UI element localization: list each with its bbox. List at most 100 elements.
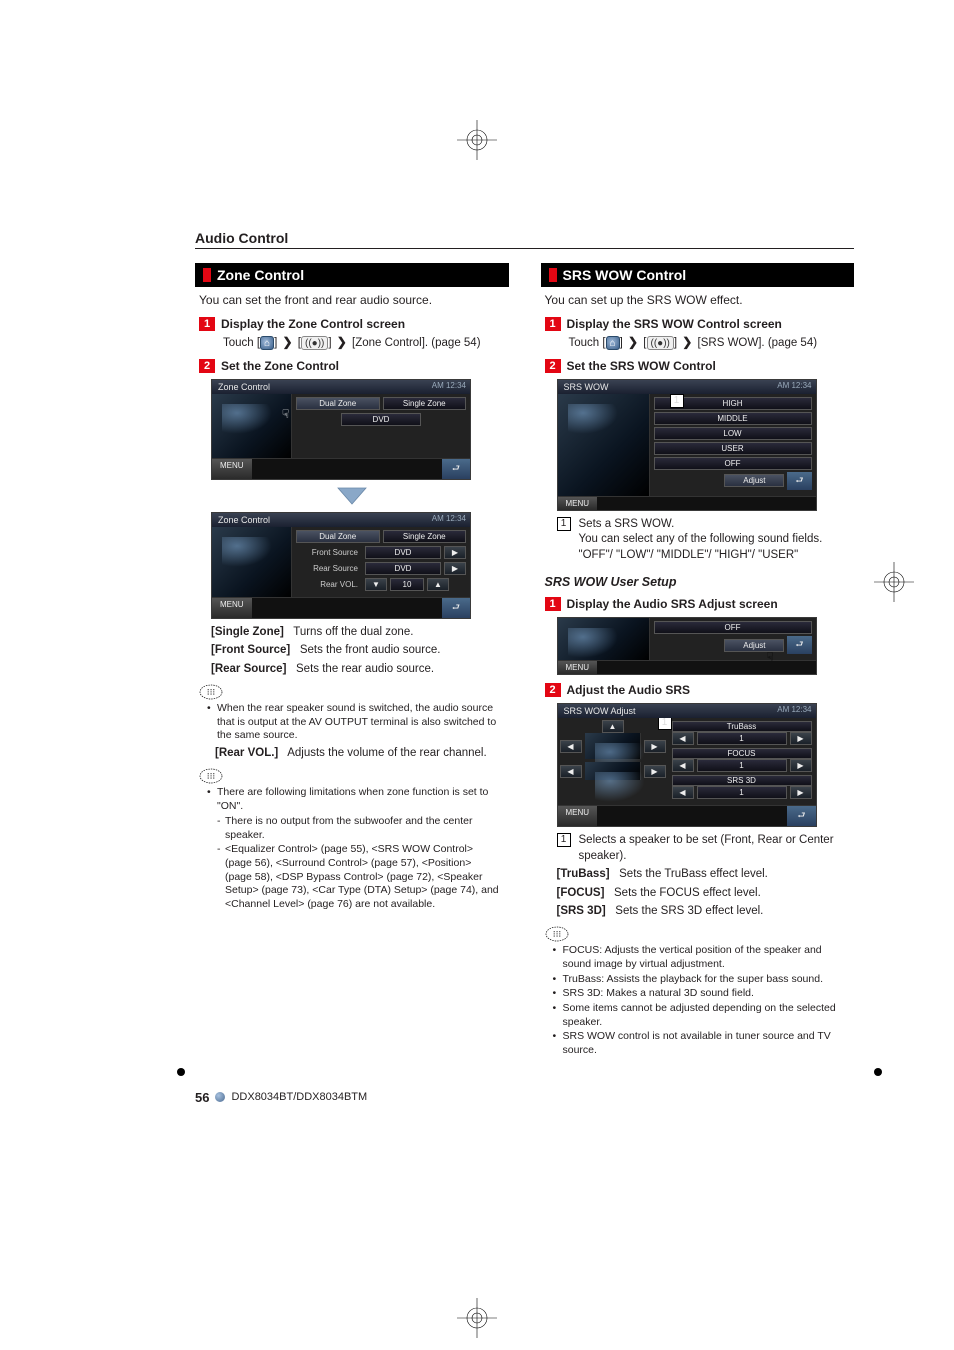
dual-zone-button[interactable]: Dual Zone	[296, 530, 380, 543]
callout-ref-1: 1	[557, 517, 571, 531]
page: Audio Control Zone Control You can set t…	[0, 0, 954, 1165]
back-button[interactable]: ⮐	[787, 472, 811, 490]
zone-step-1-title: Display the Zone Control screen	[221, 317, 405, 331]
note-item: TruBass: Assists the playback for the su…	[553, 973, 851, 987]
srs-opt-off[interactable]: OFF	[654, 621, 812, 634]
step-number-2: 2	[199, 359, 215, 373]
note-list-2: There are following limitations when zon…	[207, 786, 505, 912]
registration-mark-bottom	[457, 1298, 497, 1338]
opt-single-zone: [Single Zone] Turns off the dual zone.	[211, 625, 505, 641]
chevron-right-icon: ❯	[680, 335, 694, 351]
menu-button[interactable]: MENU	[558, 497, 598, 510]
menu-button[interactable]: MENU	[212, 598, 252, 618]
zone-control-title: Zone Control	[195, 263, 509, 287]
srs-user-setup-heading: SRS WOW User Setup	[545, 575, 851, 589]
step-number-1: 1	[545, 317, 561, 331]
inc-button[interactable]: ▶	[790, 786, 812, 799]
callout-1: 1	[670, 394, 684, 408]
single-zone-button[interactable]: Single Zone	[383, 397, 467, 410]
dvd-button[interactable]: DVD	[341, 413, 421, 426]
ss-thumbnail	[558, 394, 650, 496]
back-button[interactable]: ⮐	[787, 636, 811, 654]
adjust-button[interactable]: Adjust	[724, 639, 784, 652]
menu-button[interactable]: MENU	[212, 459, 252, 479]
status-icon: AM 12:34	[777, 381, 811, 390]
note-item: Some items cannot be adjusted depending …	[553, 1002, 851, 1029]
speaker-left-button[interactable]: ◀	[560, 740, 582, 753]
rear-source-value[interactable]: DVD	[365, 562, 441, 575]
back-button[interactable]: ⮐	[787, 806, 815, 826]
adjust-button[interactable]: Adjust	[724, 474, 784, 487]
zone-step-2-head: 2 Set the Zone Control	[199, 359, 509, 373]
step-number-1: 1	[199, 317, 215, 331]
status-icon: AM 12:34	[777, 705, 811, 714]
dec-button[interactable]: ◀	[672, 732, 694, 745]
ss-title: Zone Control AM 12:34	[212, 380, 470, 394]
srs-step-3-head: 1 Display the Audio SRS Adjust screen	[545, 597, 855, 611]
ss-thumbnail	[558, 618, 650, 660]
srs-opt-user[interactable]: USER	[654, 442, 812, 455]
svg-text:⁝⁝⁝: ⁝⁝⁝	[207, 771, 216, 781]
srs-opt-middle[interactable]: MIDDLE	[654, 412, 812, 425]
srs-screenshot-adjust: 1 SRS WOW Adjust AM 12:34 ▲ ◀ ▶ ◀	[557, 703, 817, 827]
menu-button[interactable]: MENU	[558, 661, 598, 674]
back-button[interactable]: ⮐	[442, 459, 470, 479]
ss-title: Zone Control AM 12:34	[212, 513, 470, 527]
srs-intro: You can set up the SRS WOW effect.	[541, 287, 855, 309]
srs-step-4-title: Adjust the Audio SRS	[567, 683, 691, 697]
menu-button[interactable]: MENU	[558, 806, 598, 826]
speaker-up-button[interactable]: ▲	[602, 720, 624, 733]
pointer-icon: ☟	[282, 407, 289, 421]
speaker-right-button[interactable]: ▶	[644, 765, 666, 778]
note-icon: ⁝⁝⁝	[199, 683, 509, 700]
vol-down-button[interactable]: ▼	[365, 578, 387, 591]
next-button[interactable]: ▶	[444, 562, 466, 575]
srs-adj-focus: FOCUS ◀1▶	[672, 748, 812, 772]
chevron-right-icon: ❯	[626, 335, 640, 351]
srs-opt-off[interactable]: OFF	[654, 457, 812, 470]
srs-wow-title: SRS WOW Control	[541, 263, 855, 287]
speaker-thumb	[585, 733, 641, 759]
speaker-thumb	[585, 762, 641, 780]
zone-screenshot-2: Zone Control AM 12:34 Dual Zone Single Z…	[211, 512, 471, 619]
callout-ref-1: 1	[557, 833, 571, 847]
speaker-left-button[interactable]: ◀	[560, 765, 582, 778]
inc-button[interactable]: ▶	[790, 732, 812, 745]
single-zone-button[interactable]: Single Zone	[383, 530, 467, 543]
zone-intro: You can set the front and rear audio sou…	[195, 287, 509, 309]
note-item: SRS WOW control is not available in tune…	[553, 1030, 851, 1057]
vol-up-button[interactable]: ▲	[427, 578, 449, 591]
opt-front-source: [Front Source] Sets the front audio sour…	[211, 643, 505, 659]
sound-icon: ((●))	[301, 336, 328, 350]
srs-opt-low[interactable]: LOW	[654, 427, 812, 440]
inc-button[interactable]: ▶	[790, 759, 812, 772]
opt-trubass: [TruBass] Sets the TruBass effect level.	[557, 867, 851, 883]
ss-title: SRS WOW AM 12:34	[558, 380, 816, 394]
front-source-value[interactable]: DVD	[365, 546, 441, 559]
note-list-1: When the rear speaker sound is switched,…	[207, 702, 505, 743]
srs-step-2-head: 2 Set the SRS WOW Control	[545, 359, 855, 373]
srs-step-2-title: Set the SRS WOW Control	[567, 359, 716, 373]
chapter-heading: Audio Control	[195, 230, 854, 249]
dual-zone-button[interactable]: Dual Zone	[296, 397, 380, 410]
next-button[interactable]: ▶	[444, 546, 466, 559]
note-item: FOCUS: Adjusts the vertical position of …	[553, 944, 851, 971]
home-icon: ⌂	[260, 336, 274, 350]
columns: Zone Control You can set the front and r…	[195, 257, 854, 1060]
footer-dot-icon	[215, 1092, 225, 1102]
right-column: SRS WOW Control You can set up the SRS W…	[541, 257, 855, 1060]
srs-desc-1: 1 Sets a SRS WOW. You can select any of …	[557, 517, 851, 564]
srs-adj-srs3d: SRS 3D ◀1▶	[672, 775, 812, 799]
step-number-2: 2	[545, 359, 561, 373]
back-button[interactable]: ⮐	[442, 598, 470, 618]
zone-step-2-title: Set the Zone Control	[221, 359, 339, 373]
dec-button[interactable]: ◀	[672, 759, 694, 772]
speaker-right-button[interactable]: ▶	[644, 740, 666, 753]
pointer-icon: ☟	[766, 650, 773, 664]
ss-thumbnail	[212, 527, 292, 597]
srs-step-3-title: Display the Audio SRS Adjust screen	[567, 597, 778, 611]
dec-button[interactable]: ◀	[672, 786, 694, 799]
note-icon: ⁝⁝⁝	[199, 767, 509, 784]
front-source-label: Front Source	[296, 548, 362, 557]
ss-thumbnail	[212, 394, 292, 458]
